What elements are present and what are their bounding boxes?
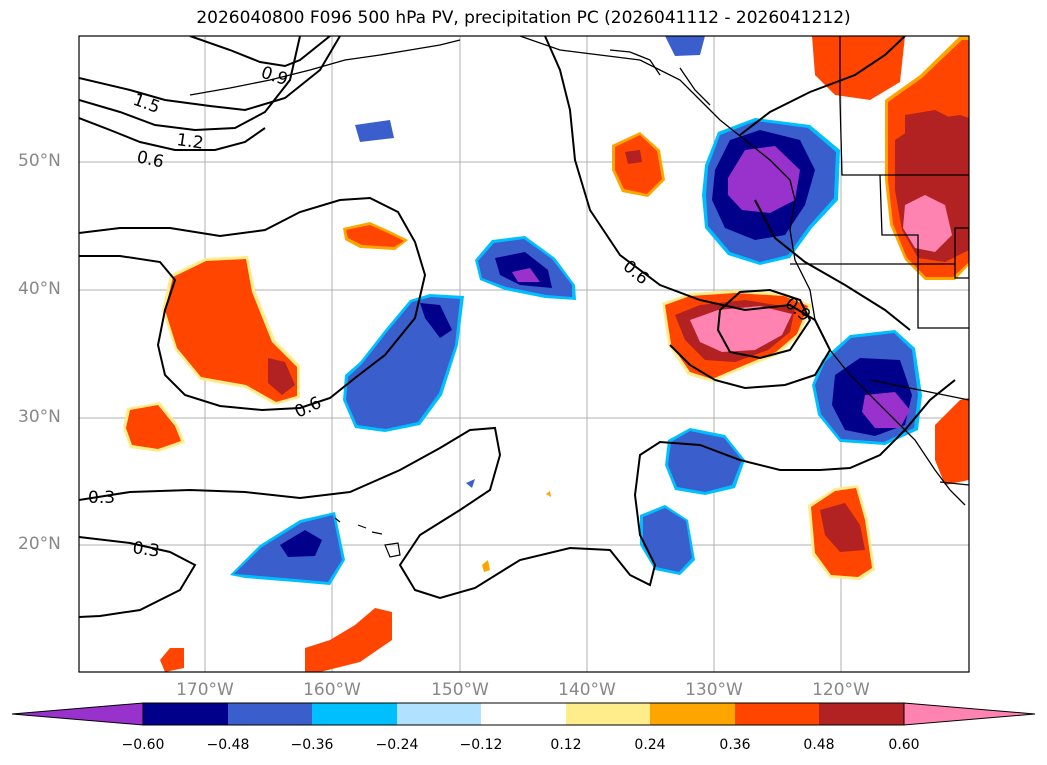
colorbar-tick: −0.48 — [206, 737, 250, 753]
coastlines — [189, 36, 969, 506]
lon-label-130w: 130°W — [685, 680, 743, 700]
colorbar-band — [566, 703, 650, 725]
lat-label-40n: 40°N — [18, 279, 61, 299]
precip-blob-nw-pacific — [162, 256, 300, 405]
colorbar-tick: −0.60 — [121, 737, 165, 753]
contour-label-0-3-b: 0.3 — [131, 538, 161, 562]
precip-blob-south-pos — [160, 485, 875, 672]
lat-label-50n: 50°N — [18, 151, 61, 171]
lon-label-150w: 150°W — [431, 680, 489, 700]
contour-label-1-2: 1.2 — [175, 130, 205, 154]
colorbar-tick: −0.36 — [290, 737, 334, 753]
colorbar-band — [481, 703, 566, 725]
lon-label-120w: 120°W — [812, 680, 870, 700]
contour-label-0-6-east: 0.6 — [619, 257, 653, 290]
contour-label-1-5: 1.5 — [130, 90, 162, 118]
colorbar-tick: 0.12 — [550, 737, 582, 753]
map-frame — [78, 35, 970, 673]
colorbar-tick: −0.12 — [459, 737, 503, 753]
colorbar-tick: 0.24 — [634, 737, 666, 753]
colorbar-tick: 0.48 — [803, 737, 835, 753]
precip-blob-pacnw-neg — [702, 118, 840, 265]
colorbar-band — [735, 703, 819, 725]
colorbar-max-extend — [903, 702, 1036, 726]
lon-label-140w: 140°W — [558, 680, 616, 700]
lat-label-20n: 20°N — [18, 534, 61, 554]
precip-blob-central-neg — [343, 294, 464, 432]
colorbar-band — [650, 703, 735, 725]
precip-blob-offshore-pos — [662, 290, 812, 382]
colorbar-min-extend — [11, 702, 144, 726]
colorbar-band — [312, 703, 397, 725]
precip-blob-top-small — [355, 36, 705, 197]
contour-label-0-3-a: 0.3 — [88, 488, 115, 508]
colorbar-band — [143, 703, 228, 725]
precip-blob-mid-neg — [475, 236, 576, 300]
colorbar-band — [397, 703, 481, 725]
lon-label-160w: 160°W — [303, 680, 361, 700]
colorbar-tick: −0.24 — [375, 737, 419, 753]
precip-blob-inland-pos — [812, 36, 969, 485]
lon-label-170w: 170°W — [176, 680, 234, 700]
precip-blob-south-neg — [230, 428, 745, 585]
colorbar-band — [228, 703, 312, 725]
precip-blob-central-pos — [343, 222, 408, 250]
colorbar-tick: 0.36 — [719, 737, 751, 753]
map-title: 2026040800 F096 500 hPa PV, precipitatio… — [196, 8, 851, 28]
precip-blob-small-west — [123, 402, 185, 452]
colorbar-band — [819, 703, 904, 725]
pv-contours — [79, 36, 956, 618]
colorbar-tick: 0.60 — [888, 737, 920, 753]
lat-label-30n: 30°N — [18, 407, 61, 427]
contour-label-0-6-top: 0.6 — [135, 147, 166, 172]
hawaii-islands — [334, 517, 401, 558]
colorbar — [11, 702, 1036, 726]
